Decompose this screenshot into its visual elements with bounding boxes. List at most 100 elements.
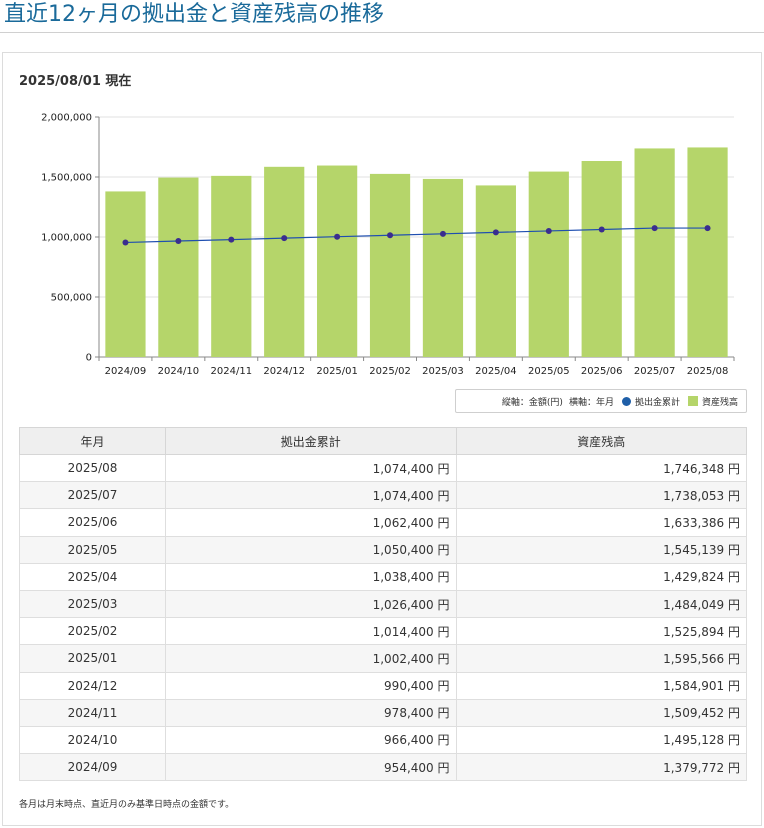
legend-contrib-marker-icon	[621, 396, 631, 406]
x-tick-label: 2025/05	[528, 366, 570, 377]
table-row: 2025/03 1,026,400 円 1,484,049 円	[19, 589, 747, 619]
bar-assets	[369, 173, 411, 357]
x-tick-label: 2025/01	[316, 366, 358, 377]
cell-assets: 1,746,348 円	[455, 453, 747, 483]
table-row: 2024/12 990,400 円 1,584,901 円	[19, 671, 747, 700]
header-contrib: 拠出金累計	[165, 427, 457, 455]
legend-assets-label: 資産残高	[701, 397, 738, 408]
history-table: 年月 拠出金累計 資産残高 2025/08 1,074,400 円 1,746,34…	[19, 427, 747, 782]
table-row: 2025/02 1,014,400 円 1,525,894 円	[19, 617, 747, 646]
point-contrib	[334, 233, 341, 240]
table-row: 2025/05 1,050,400 円 1,545,139 円	[19, 535, 747, 564]
point-contrib	[492, 229, 499, 236]
cell-assets: 1,379,772 円	[455, 753, 747, 782]
cell-assets: 1,633,386 円	[455, 508, 747, 537]
table-row: 2025/07 1,074,400 円 1,738,053 円	[19, 481, 747, 510]
cell-contrib: 1,014,400 円	[165, 617, 457, 646]
cell-contrib: 1,026,400 円	[165, 589, 457, 619]
cell-contrib: 954,400 円	[165, 753, 457, 782]
table-row: 2025/01 1,002,400 円 1,595,566 円	[19, 644, 747, 673]
point-contrib	[387, 232, 394, 239]
table-row: 2024/10 966,400 円 1,495,128 円	[19, 725, 747, 755]
cell-month: 2025/03	[19, 589, 166, 619]
legend-y-axis-note: 縦軸：金額(円)	[501, 397, 563, 408]
point-contrib	[651, 225, 658, 232]
cell-contrib: 990,400 円	[165, 671, 457, 700]
x-tick-label: 2025/02	[369, 366, 411, 377]
table-row: 2025/06 1,062,400 円 1,633,386 円	[19, 508, 747, 537]
table-row: 2024/11 978,400 円 1,509,452 円	[19, 698, 747, 727]
x-tick-label: 2025/03	[422, 366, 464, 377]
cell-assets: 1,484,049 円	[455, 589, 747, 619]
point-contrib	[598, 226, 605, 233]
cell-month: 2025/06	[19, 508, 166, 537]
line-contrib	[125, 227, 708, 244]
cell-assets: 1,545,139 円	[455, 535, 747, 564]
cell-assets: 1,495,128 円	[455, 725, 747, 755]
table-row: 2025/04 1,038,400 円 1,429,824 円	[19, 562, 747, 591]
cell-month: 2024/11	[19, 698, 166, 727]
point-contrib	[704, 225, 711, 232]
contribution-assets-chart: 0 500,000 1,000,000 1,500,000 2,000,000 2024/…	[41, 113, 735, 377]
cell-month: 2025/08	[19, 453, 166, 483]
bar-assets	[317, 165, 358, 357]
bar-assets	[634, 148, 675, 357]
table-row: 2025/08 1,074,400 円 1,746,348 円	[19, 453, 747, 483]
bar-assets	[687, 147, 728, 357]
cell-month: 2024/12	[19, 671, 166, 700]
point-contrib	[439, 230, 446, 237]
cell-month: 2025/07	[19, 481, 166, 510]
bar-assets	[211, 175, 252, 357]
cell-assets: 1,525,894 円	[455, 617, 747, 646]
bar-assets	[264, 166, 305, 357]
cell-assets: 1,429,824 円	[455, 562, 747, 591]
y-tick-label: 2,000,000	[41, 113, 92, 124]
cell-contrib: 966,400 円	[165, 725, 457, 755]
footnote: 各月は月末時点、直近月のみ基準日時点の金額です。	[19, 800, 235, 810]
cell-contrib: 1,062,400 円	[165, 508, 457, 537]
cell-month: 2025/05	[19, 535, 166, 564]
header-assets: 資産残高	[455, 427, 747, 455]
page-title: 直近12ヶ月の拠出金と資産残高の推移	[4, 2, 384, 27]
bar-assets	[581, 160, 622, 357]
cell-assets: 1,584,901 円	[455, 671, 747, 700]
cell-month: 2024/10	[19, 725, 166, 755]
header-month: 年月	[19, 427, 166, 455]
legend-assets-swatch-icon	[687, 396, 698, 406]
cell-contrib: 978,400 円	[165, 698, 457, 727]
cell-contrib: 1,038,400 円	[165, 562, 457, 591]
x-tick-label: 2024/10	[158, 366, 200, 377]
cell-month: 2025/01	[19, 644, 166, 673]
point-contrib	[545, 227, 552, 234]
bar-assets	[475, 185, 516, 357]
cell-assets: 1,595,566 円	[455, 644, 747, 673]
bar-assets	[528, 171, 569, 357]
x-tick-label: 2025/04	[475, 366, 517, 377]
bar-assets	[422, 178, 464, 357]
point-contrib	[122, 239, 129, 246]
legend-x-axis-note: 横軸：年月	[568, 397, 614, 408]
cell-contrib: 1,002,400 円	[165, 644, 457, 673]
y-tick-label: 1,500,000	[41, 173, 92, 184]
point-contrib	[175, 238, 182, 245]
cell-month: 2025/02	[19, 617, 166, 646]
point-contrib	[281, 235, 288, 242]
title-divider	[0, 32, 764, 33]
cell-assets: 1,509,452 円	[455, 698, 747, 727]
legend-contrib-label: 拠出金累計	[634, 397, 680, 408]
point-contrib	[228, 236, 235, 243]
y-tick-label: 0	[86, 353, 92, 364]
x-tick-label: 2024/12	[263, 366, 305, 377]
x-tick-label: 2025/07	[634, 366, 676, 377]
cell-contrib: 1,074,400 円	[165, 453, 457, 483]
cell-month: 2024/09	[19, 753, 166, 782]
bar-assets	[158, 177, 199, 357]
y-tick-label: 1,000,000	[41, 233, 92, 244]
table-row: 2024/09 954,400 円 1,379,772 円	[19, 753, 747, 782]
x-tick-label: 2025/08	[687, 366, 729, 377]
table-header-row: 年月 拠出金累計 資産残高	[19, 427, 747, 455]
chart-panel: 2025/08/01 現在 0 500,000 1,000,000 1,500,000…	[2, 52, 762, 826]
cell-assets: 1,738,053 円	[455, 481, 747, 510]
bar-assets	[105, 191, 146, 357]
x-tick-label: 2024/11	[211, 366, 253, 377]
